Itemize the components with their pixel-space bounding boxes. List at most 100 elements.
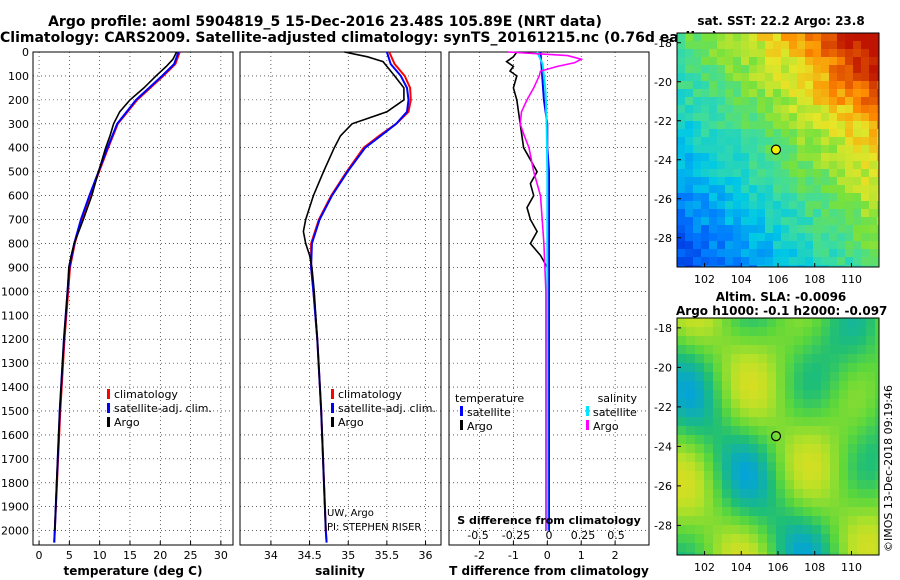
sst-map-cell	[773, 153, 782, 162]
sst-map-cell	[789, 65, 798, 74]
sla-map-cell	[749, 498, 759, 508]
sla-map-cell	[839, 372, 849, 382]
sla-map-cell	[785, 363, 795, 373]
sst-map-cell	[773, 185, 782, 194]
sst-map-cell	[677, 65, 686, 74]
sst-map-cell	[781, 249, 790, 258]
sst-map-cell	[741, 225, 750, 234]
sst-map-cell	[765, 65, 774, 74]
sla-map-cell	[722, 363, 732, 373]
sst-map-cell	[693, 89, 702, 98]
sst-map-cell	[725, 65, 734, 74]
sst-map-cell	[765, 49, 774, 58]
sst-map-cell	[821, 225, 830, 234]
map-x-tick-label: 110	[841, 561, 862, 574]
sla-map-cell	[776, 453, 786, 463]
sla-map-cell	[731, 390, 741, 400]
sst-map-cell	[789, 201, 798, 210]
sst-map-cell	[749, 33, 758, 42]
sst-map-cell	[837, 73, 846, 82]
series-line-argo	[302, 51, 405, 531]
s-diff-axis-label: S difference from climatology	[457, 514, 641, 527]
sst-map-cell	[821, 265, 830, 268]
sla-map-cell	[677, 462, 687, 472]
sla-map-cell	[704, 435, 714, 445]
sla-map-cell	[857, 534, 867, 544]
sst-map-cell	[693, 129, 702, 138]
sst-map-cell	[701, 169, 710, 178]
sla-map-cell	[803, 516, 813, 526]
sst-map-cell	[733, 49, 742, 58]
sst-map-cell	[717, 177, 726, 186]
sst-map-cell	[805, 113, 814, 122]
sla-map-cell	[785, 498, 795, 508]
sst-map-cell	[877, 33, 880, 42]
sla-map-cell	[776, 507, 786, 517]
legend-label: satellite-adj. clim.	[114, 402, 212, 415]
sla-map-cell	[812, 363, 822, 373]
sla-map-cell	[704, 471, 714, 481]
sst-map-cell	[845, 97, 854, 106]
sst-map-cell	[813, 241, 822, 250]
sla-map-cell	[839, 318, 849, 328]
sla-map-cell	[677, 543, 687, 553]
sla-map-cell	[857, 327, 867, 337]
sst-map-cell	[701, 217, 710, 226]
sst-map-cell	[765, 177, 774, 186]
sst-map-cell	[693, 113, 702, 122]
sst-map-cell	[741, 257, 750, 266]
sla-map-cell	[749, 381, 759, 391]
sst-map-cell	[813, 57, 822, 66]
sst-map-cell	[701, 249, 710, 258]
x-tick-label: 5	[66, 549, 73, 562]
sst-map-cell	[781, 121, 790, 130]
sla-map-cell	[821, 543, 831, 553]
sst-map-cell	[749, 81, 758, 90]
sla-map-cell	[830, 327, 840, 337]
x-tick-label: 10	[93, 549, 107, 562]
sst-map-cell	[813, 121, 822, 130]
sst-map-cell	[821, 89, 830, 98]
sla-map-cell	[695, 525, 705, 535]
sla-map-cell	[686, 525, 696, 535]
sla-map-cell	[677, 534, 687, 544]
sst-map-cell	[877, 209, 880, 218]
sla-map-cell	[821, 489, 831, 499]
sla-map-cell	[776, 525, 786, 535]
sst-map-cell	[701, 41, 710, 50]
sst-map-cell	[733, 169, 742, 178]
sst-map-cell	[829, 33, 838, 42]
sst-map-cell	[725, 57, 734, 66]
sst-map-cell	[701, 137, 710, 146]
sla-map-cell	[875, 480, 880, 490]
sst-map-cell	[813, 137, 822, 146]
sla-map-cell	[722, 489, 732, 499]
series-line-salinity-satellite	[536, 51, 549, 531]
sst-map-cell	[789, 177, 798, 186]
sla-map-cell	[803, 426, 813, 436]
sst-map-cell	[757, 73, 766, 82]
sst-map-cell	[845, 113, 854, 122]
y-tick-label: 1600	[1, 429, 29, 442]
sst-map-cell	[773, 209, 782, 218]
sla-map-cell	[686, 471, 696, 481]
sla-map-cell	[713, 390, 723, 400]
sst-map-cell	[877, 73, 880, 82]
sst-map-cell	[869, 257, 878, 266]
sst-map-cell	[685, 137, 694, 146]
sst-map-cell	[741, 89, 750, 98]
sst-map-cell	[813, 41, 822, 50]
sst-map-cell	[709, 225, 718, 234]
x-tick-label: 2	[612, 549, 619, 562]
sst-map-cell	[765, 169, 774, 178]
sla-map-cell	[731, 327, 741, 337]
sst-map-cell	[853, 113, 862, 122]
sla-map-cell	[875, 498, 880, 508]
y-tick-label: 2000	[1, 525, 29, 538]
sla-map-cell	[767, 507, 777, 517]
sla-map-cell	[677, 372, 687, 382]
sla-map-cell	[740, 345, 750, 355]
sla-map-cell	[722, 426, 732, 436]
sst-map-cell	[829, 185, 838, 194]
sst-map-cell	[869, 161, 878, 170]
